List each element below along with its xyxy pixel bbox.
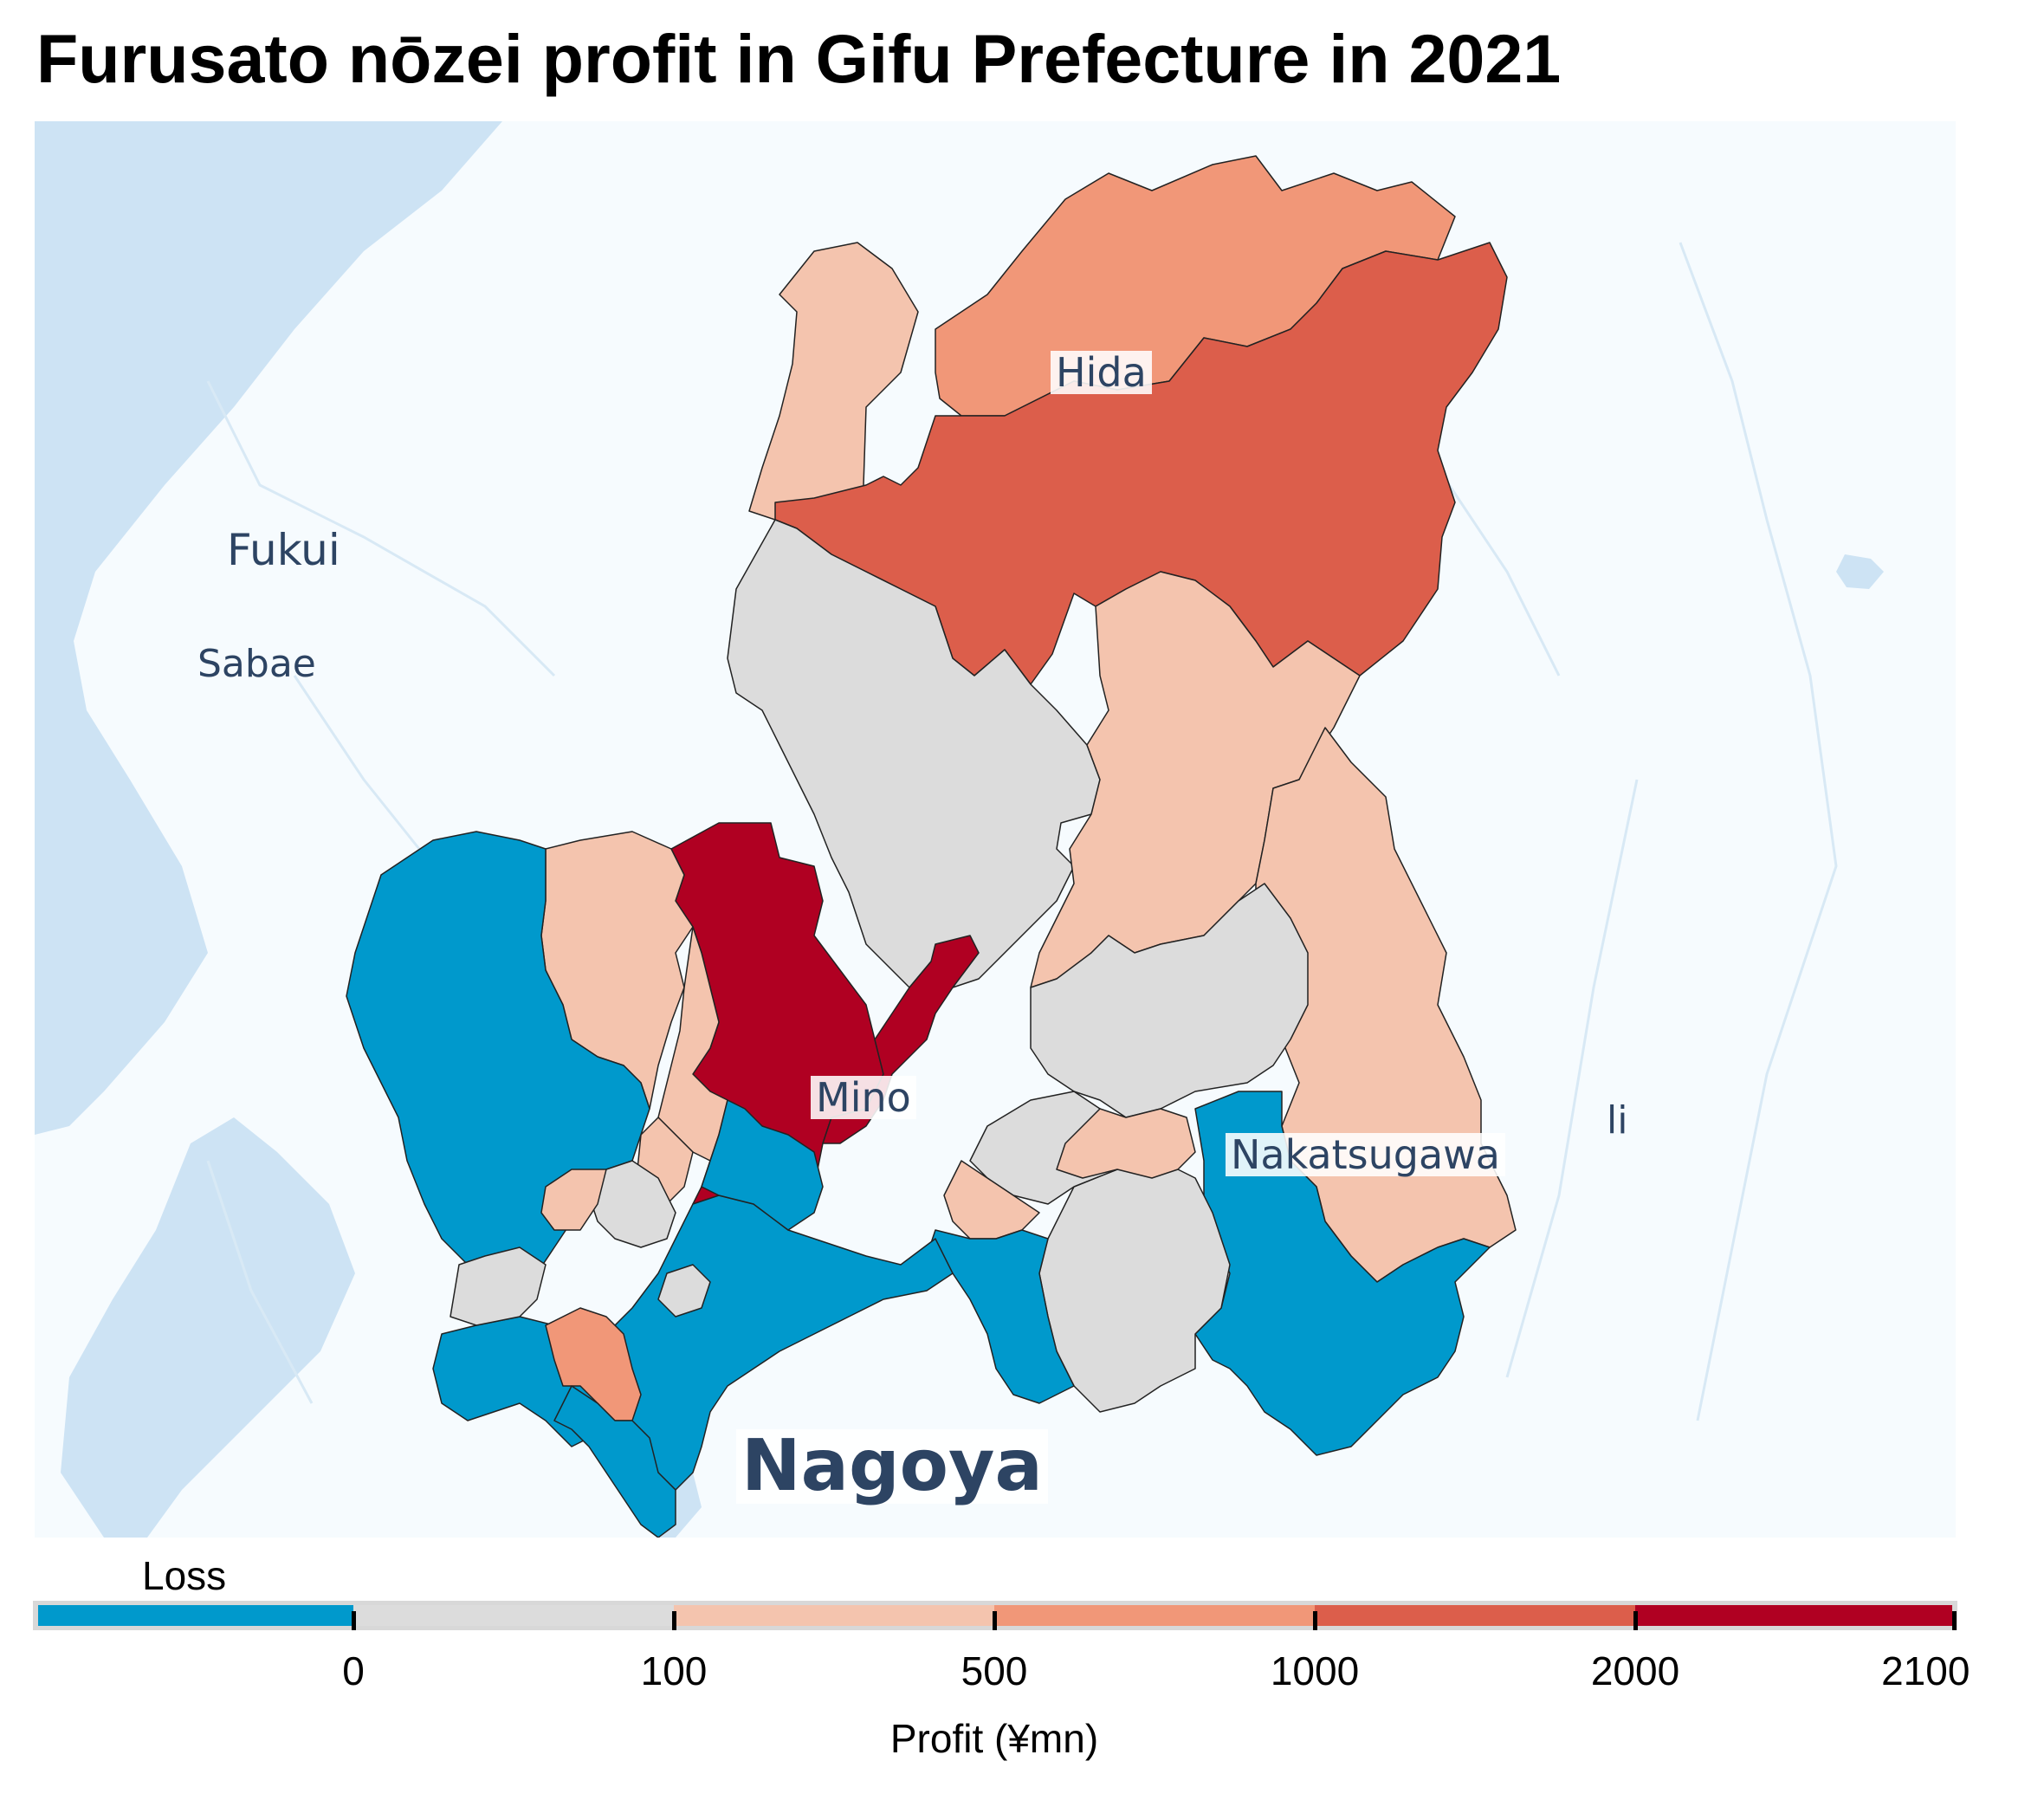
legend-tick-label: 1000 xyxy=(1270,1648,1360,1693)
label-sabae: Sabae xyxy=(197,642,316,686)
legend-bin-100-500 xyxy=(674,1605,994,1626)
legend-bin-loss xyxy=(38,1605,353,1626)
legend-bin-0-100 xyxy=(353,1605,674,1626)
legend-tick-2000 xyxy=(1633,1611,1638,1630)
legend-axis-title: Profit (¥mn) xyxy=(889,1716,1099,1761)
map-title: Furusato nōzei profit in Gifu Prefecture… xyxy=(36,20,1562,97)
legend-tick-label: 0 xyxy=(342,1648,365,1693)
label-hida: Hida xyxy=(1051,351,1152,394)
map-area: Hida Fukui Sabae Mino Nakatsugawa li Nag… xyxy=(35,121,1956,1538)
legend-bin-500-1000 xyxy=(994,1605,1315,1626)
region-tajimi xyxy=(926,1229,1075,1404)
legend-tick-500 xyxy=(993,1611,997,1630)
legend-tick-2100 xyxy=(1952,1611,1957,1630)
prefecture-regions xyxy=(346,155,1517,1538)
legend-tick-label: 2000 xyxy=(1590,1648,1680,1693)
label-fukui: Fukui xyxy=(227,525,340,575)
legend-bin-1000-2000 xyxy=(1315,1605,1635,1626)
legend-tick-label: 2100 xyxy=(1881,1648,1970,1693)
region-sekigahara xyxy=(450,1246,547,1326)
legend-tick-0 xyxy=(352,1611,356,1630)
legend-bin-2000-2100 xyxy=(1635,1605,1952,1626)
legend-tick-label: 500 xyxy=(961,1648,1028,1693)
label-nagoya: Nagoya xyxy=(736,1429,1048,1504)
region-minokamo xyxy=(1056,1108,1196,1179)
region-minokamo-red xyxy=(822,935,980,1144)
lake-biwa xyxy=(61,1117,355,1538)
region-gujo xyxy=(727,519,1101,988)
region-small-grey xyxy=(657,1264,711,1318)
region-small-west-peach xyxy=(540,1169,607,1231)
region-central-east xyxy=(1030,883,1309,1118)
legend-tick-label: 100 xyxy=(640,1648,708,1693)
legend-caption: Loss xyxy=(142,1553,227,1598)
sea-of-japan xyxy=(35,121,502,1135)
map-canvas xyxy=(35,121,1884,1538)
label-mino: Mino xyxy=(811,1076,916,1119)
region-yoro xyxy=(588,1160,676,1248)
legend-tick-1000 xyxy=(1313,1611,1317,1630)
region-gifu-city xyxy=(701,1099,824,1231)
label-iida: li xyxy=(1607,1098,1628,1143)
legend-tick-100 xyxy=(672,1611,676,1630)
region-southern-tip xyxy=(553,1385,676,1538)
label-nakatsugawa: Nakatsugawa xyxy=(1226,1133,1505,1176)
small-lake xyxy=(1836,554,1884,589)
